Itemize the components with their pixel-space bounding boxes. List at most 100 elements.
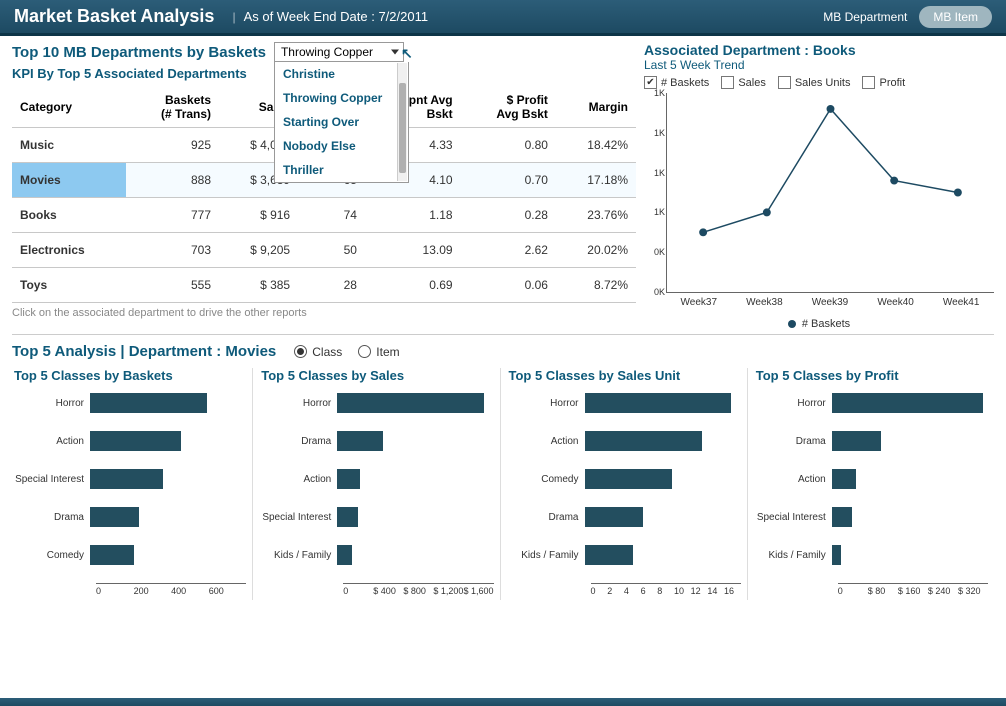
table-cell: 777 [126,198,219,233]
bar-fill [90,507,139,527]
table-cell: Movies [12,163,126,198]
table-cell: 2.62 [461,233,556,268]
legend-checkbox-sales[interactable]: Sales [721,76,766,89]
bar-charts-row: Top 5 Classes by Baskets Horror Action Spec… [12,368,994,600]
mini-bar-chart: Top 5 Classes by BasketsHorrorActionSpec… [12,368,253,600]
table-cell: 8.72% [556,268,636,303]
bar-row: Special Interest [261,507,493,527]
x-tick: $ 320 [958,586,988,596]
radio-icon [294,345,307,358]
dropdown-option[interactable]: Starting Over [275,110,408,134]
nav-department-link[interactable]: MB Department [823,10,907,24]
mini-x-axis: 0$ 400$ 800$ 1,200$ 1,600 [343,583,493,596]
bar-row: Drama [756,431,988,451]
bar-fill [337,393,483,413]
bar-fill [337,545,352,565]
table-cell: 0.06 [461,268,556,303]
bar-row: Kids / Family [261,545,493,565]
item-dropdown[interactable]: Throwing Copper [274,42,404,62]
bar-fill [90,431,181,451]
x-tick: Week40 [877,297,914,308]
bar-row: Action [14,431,246,451]
table-cell: $ 916 [219,198,298,233]
analysis-header: Top 5 Analysis | Department : Movies Cla… [12,334,994,360]
table-cell: 17.18% [556,163,636,198]
bar-fill [832,393,983,413]
bar-row: Kids / Family [756,545,988,565]
top10-title: Top 10 MB Departments by Baskets [12,44,266,61]
mini-chart-title: Top 5 Classes by Sales Unit [509,368,741,383]
table-row[interactable]: Electronics703$ 9,2055013.092.6220.02% [12,233,636,268]
bar-label: Action [756,474,832,485]
table-row[interactable]: Toys555$ 385280.690.068.72% [12,268,636,303]
bar-label: Kids / Family [261,550,337,561]
bar-fill [832,431,881,451]
dropdown-option[interactable]: Nobody Else [275,134,408,158]
x-tick: 0 [838,586,868,596]
y-tick: 0K [654,287,665,297]
dropdown-option[interactable]: Throwing Copper [275,86,408,110]
page-title: Market Basket Analysis [14,6,214,27]
bar-label: Horror [756,398,832,409]
bar-row: Comedy [509,469,741,489]
bar-fill [90,545,134,565]
table-cell: 0.69 [365,268,461,303]
mini-bar-chart: Top 5 Classes by Sales Unit Horror Action C… [507,368,748,600]
bar-label: Drama [756,436,832,447]
dropdown-option[interactable]: Thriller [275,158,408,182]
analysis-radio-group: Class Item [294,345,399,359]
y-tick: 1K [654,128,665,138]
bar-label: Action [509,436,585,447]
bar-label: Kids / Family [509,550,585,561]
x-tick: 6 [641,586,658,596]
mini-x-axis: 0$ 80$ 160$ 240$ 320 [838,583,988,596]
bar-row: Action [509,431,741,451]
radio-item[interactable]: Item [358,345,399,359]
legend-checkbox-profit[interactable]: Profit [862,76,905,89]
x-tick: 0 [343,586,373,596]
x-tick: $ 1,600 [463,586,493,596]
nav-item-pill[interactable]: MB Item [919,6,992,28]
dropdown-scrollbar[interactable] [397,63,407,181]
checkbox-icon [721,76,734,89]
bar-label: Comedy [509,474,585,485]
mini-bar-chart: Top 5 Classes by SalesHorrorDramaActionS… [259,368,500,600]
table-cell: 23.76% [556,198,636,233]
x-tick: $ 160 [898,586,928,596]
mini-chart-title: Top 5 Classes by Baskets [14,368,246,383]
bar-row: Horror [509,393,741,413]
table-cell: 888 [126,163,219,198]
radio-class[interactable]: Class [294,345,342,359]
bar-fill [337,469,359,489]
bar-row: Kids / Family [509,545,741,565]
bar-fill [585,431,702,451]
bar-row: Drama [14,507,246,527]
y-tick: 0K [654,247,665,257]
table-cell: $ 9,205 [219,233,298,268]
table-cell: 74 [298,198,365,233]
trend-x-axis: Week37Week38Week39Week40Week41 [666,297,994,308]
dropdown-option[interactable]: Christine [275,62,408,86]
legend-checkbox-sales-units[interactable]: Sales Units [778,76,851,89]
x-tick: 2 [607,586,624,596]
table-cell: 28 [298,268,365,303]
table-cell: 703 [126,233,219,268]
bar-fill [585,469,673,489]
bar-row: Horror [261,393,493,413]
header-bar: Market Basket Analysis | As of Week End … [0,0,1006,36]
x-tick: 0 [96,586,134,596]
bar-fill [832,545,841,565]
x-tick: Week37 [681,297,718,308]
bar-label: Drama [509,512,585,523]
checkbox-icon [862,76,875,89]
bar-fill [585,393,731,413]
bar-label: Action [14,436,90,447]
bar-row: Special Interest [756,507,988,527]
bar-row: Drama [509,507,741,527]
table-header: Baskets (# Trans) [126,87,219,128]
table-row[interactable]: Books777$ 916741.180.2823.76% [12,198,636,233]
bar-fill [585,545,634,565]
dropdown-scroll-thumb[interactable] [399,83,406,173]
table-cell: 13.09 [365,233,461,268]
bar-fill [90,469,163,489]
